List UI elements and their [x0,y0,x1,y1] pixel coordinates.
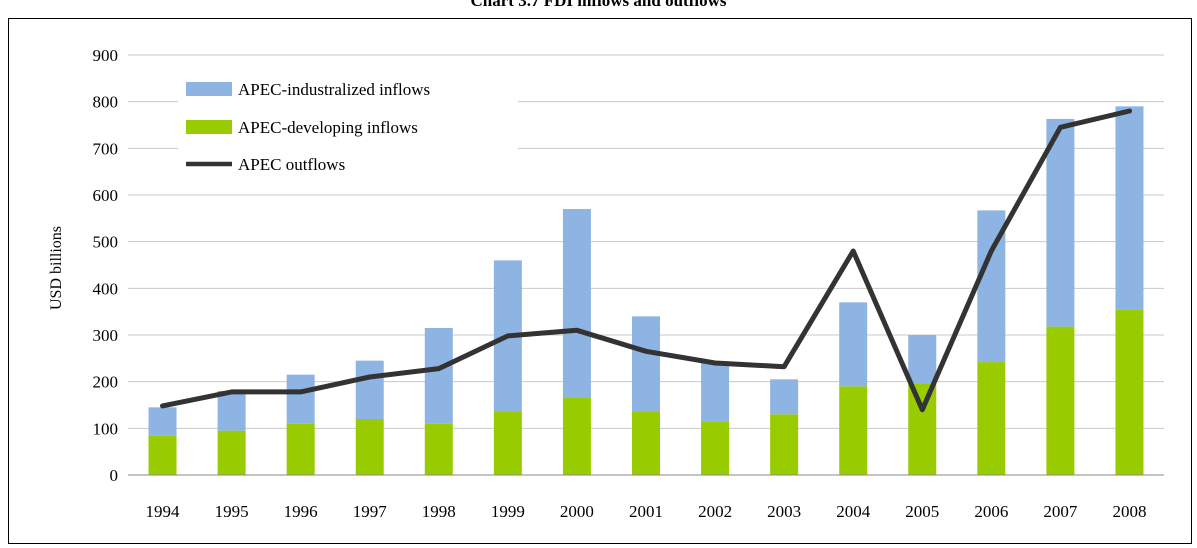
x-tick-label: 2006 [974,502,1008,521]
x-tick-label: 1998 [422,502,456,521]
bar-industrialized-1995 [217,391,246,431]
bar-developing-2008 [1115,309,1144,475]
bar-industrialized-2007 [1046,118,1075,327]
bar-developing-1998 [424,423,453,475]
outflows-line [160,108,1132,413]
chart-title: Chart 3.7 FDI inflows and outflows [470,0,727,10]
bar-industrialized-1998 [424,328,453,424]
x-tick-labels: 1994 1995 1996 1997 1998 1999 2000 2001 2002 2003… [146,502,1147,521]
legend-swatch-developing [186,120,232,134]
bar-industrialized-1996 [286,374,315,424]
x-tick-label: 2002 [698,502,732,521]
bar-developing-1995 [217,430,246,475]
x-tick-label: 1994 [146,502,181,521]
x-tick-label: 2000 [560,502,594,521]
bar-industrialized-2004 [839,302,868,387]
chart-frame [8,18,1192,544]
bar-industrialized-2005 [908,335,937,384]
legend-swatch-industrialized [186,82,232,96]
y-tick-label: 400 [93,279,119,298]
x-tick-label: 1996 [284,502,318,521]
bar-developing-2006 [977,362,1006,475]
x-tick-label: 1995 [215,502,249,521]
y-tick-labels: 0 100 200 300 400 500 600 700 800 900 [93,46,119,485]
bar-developing-2005 [908,384,937,475]
bars [148,106,1144,475]
y-tick-label: 200 [93,373,119,392]
bar-industrialized-2000 [562,209,591,398]
bar-industrialized-2003 [770,379,799,415]
x-tick-label: 2001 [629,502,663,521]
bar-developing-2007 [1046,326,1075,475]
x-tick-label: 1999 [491,502,525,521]
bar-developing-2001 [632,412,660,475]
x-tick-label: 2003 [767,502,801,521]
y-tick-label: 300 [93,326,119,345]
bar-developing-1997 [355,419,384,475]
x-tick-label: 1997 [353,502,388,521]
legend-background [178,72,518,184]
y-tick-label: 500 [93,233,119,252]
x-tick-label: 2008 [1112,502,1146,521]
y-tick-label: 900 [93,46,119,65]
y-tick-label: 700 [93,139,119,158]
legend-label-industrialized: APEC-industralized inflows [238,80,430,99]
bar-industrialized-2002 [701,363,730,422]
x-tick-label: 2005 [905,502,939,521]
x-tick-label: 2004 [836,502,871,521]
y-axis-title: USD billions [48,226,65,310]
y-tick-label: 100 [93,419,119,438]
outflows-line-layer [160,108,1132,413]
bar-developing-1996 [286,423,315,475]
legend: APEC-industralized inflows APEC-developi… [178,72,518,184]
bar-developing-2003 [770,414,799,475]
y-tick-label: 800 [93,93,119,112]
bar-developing-2002 [701,421,730,475]
bar-developing-2004 [839,386,868,475]
y-tick-label: 0 [110,466,119,485]
bar-developing-1999 [493,412,522,475]
bar-industrialized-2001 [632,316,660,412]
legend-label-developing: APEC-developing inflows [238,118,418,137]
x-tick-label: 2007 [1043,502,1078,521]
bar-developing-1994 [148,435,177,475]
bar-industrialized-1997 [355,360,384,419]
bar-developing-2000 [562,398,591,475]
y-tick-label: 600 [93,186,119,205]
bar-industrialized-1994 [148,407,177,436]
legend-label-outflows: APEC outflows [238,155,345,174]
bar-industrialized-2008 [1115,106,1144,310]
